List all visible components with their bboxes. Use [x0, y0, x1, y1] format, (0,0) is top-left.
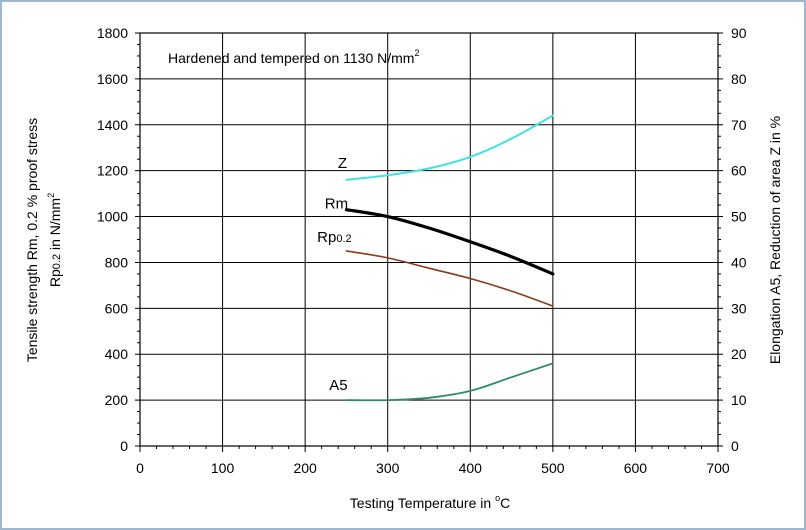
- y-left-tick-label: 1200: [97, 163, 128, 179]
- y-right-axis-title: Elongation A5, Reduction of area Z in %: [767, 116, 783, 364]
- y-right-tick-labels: 0 10 20 30 40 50 60 70 80 90: [731, 25, 747, 454]
- series-line-a5: [345, 362, 554, 402]
- annotation-text: Hardened and tempered on 1130 N/mm2: [168, 48, 419, 66]
- y-right-tick-label: 90: [731, 25, 747, 41]
- y-left-tick-label: 1600: [97, 71, 128, 87]
- series-label-rm: Rm: [325, 196, 348, 213]
- y-left-axis-title-line2: Rp0.2 in N/mm2: [46, 193, 63, 287]
- y-left-tick-label: 1800: [97, 25, 128, 41]
- x-axis-title: Testing Temperature in oC: [350, 493, 510, 511]
- x-tick-label: 600: [624, 460, 648, 476]
- x-tick-label: 100: [211, 460, 235, 476]
- x-tick-label: 0: [136, 460, 144, 476]
- plot-border: [139, 32, 719, 447]
- y-right-tick-label: 20: [731, 346, 747, 362]
- series-label-a5: A5: [329, 377, 347, 394]
- x-tick-label: 400: [459, 460, 483, 476]
- y-left-tick-label: 1400: [97, 117, 128, 133]
- series-group: [344, 114, 555, 402]
- y-left-tick-label: 1000: [97, 209, 128, 225]
- x-tick-label: 700: [706, 460, 730, 476]
- y-left-tick-label: 400: [105, 346, 129, 362]
- y-left-tick-label: 0: [120, 438, 128, 454]
- y-right-tick-label: 50: [731, 209, 747, 225]
- y-right-tick-label: 40: [731, 254, 747, 270]
- y-left-tick-label: 200: [105, 392, 129, 408]
- y-left-axis-title-line1: Tensile strength Rm, 0.2 % proof stress: [24, 118, 40, 362]
- x-tick-labels: 0 100 200 300 400 500 600 700: [136, 460, 730, 476]
- series-line-z: [345, 114, 554, 181]
- series-label-rp02: Rp0.2: [317, 229, 351, 246]
- y-right-tick-label: 30: [731, 300, 747, 316]
- series-label-z: Z: [338, 155, 347, 172]
- y-right-tick-label: 70: [731, 117, 747, 133]
- x-tick-label: 300: [376, 460, 400, 476]
- y-left-tick-labels: 0 200 400 600 800 1000 1200 1400 1600 1800: [97, 25, 128, 454]
- y-right-tick-label: 0: [731, 438, 739, 454]
- series-line-rp02: [345, 250, 554, 307]
- y-left-tick-label: 800: [105, 254, 129, 270]
- y-right-tick-label: 80: [731, 71, 747, 87]
- plot-area: [140, 33, 718, 446]
- series-line-rm: [344, 208, 555, 276]
- y-right-tick-label: 10: [731, 392, 747, 408]
- x-tick-label: 200: [293, 460, 317, 476]
- series-labels: Z Rm Rp0.2 A5: [317, 155, 351, 394]
- y-right-tick-label: 60: [731, 163, 747, 179]
- y-left-tick-label: 600: [105, 300, 129, 316]
- x-tick-label: 500: [541, 460, 565, 476]
